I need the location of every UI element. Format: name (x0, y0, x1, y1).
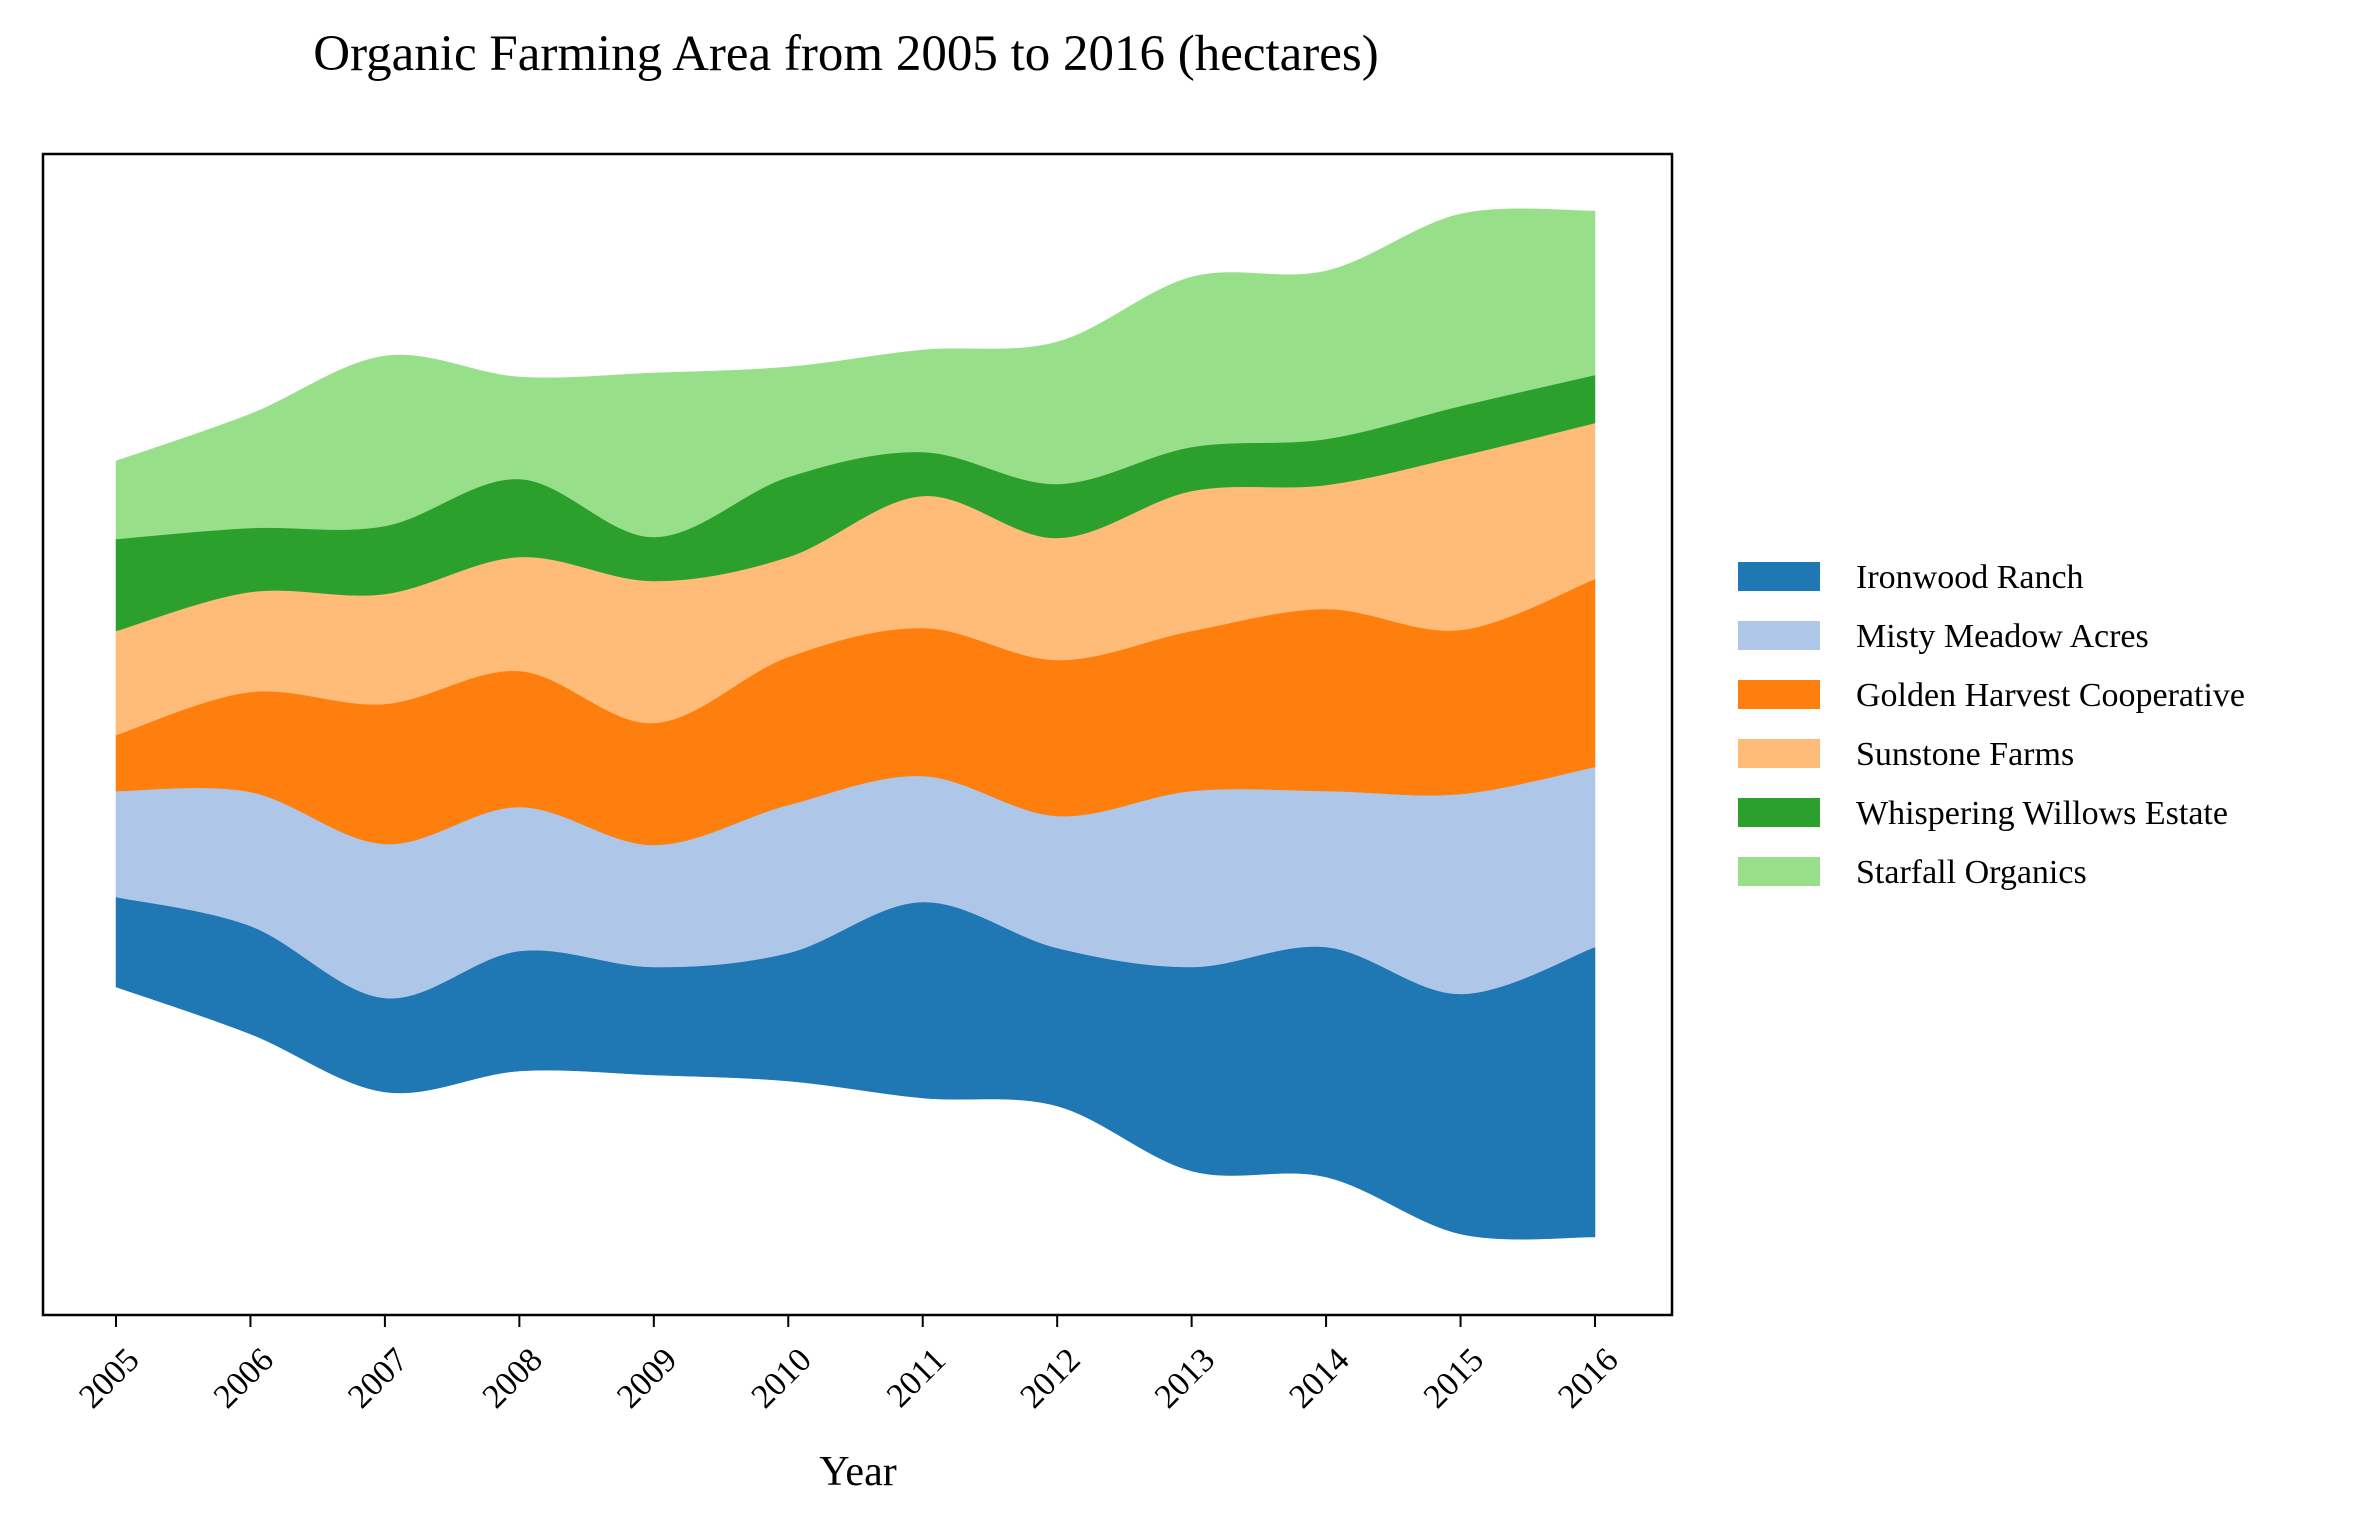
stream-area-starfall-organics (115, 208, 1596, 540)
x-tick-label: 2009 (610, 1341, 684, 1415)
x-axis-label: Year (819, 1449, 896, 1495)
x-tick-label: 2012 (1013, 1341, 1087, 1415)
stream-areas (115, 208, 1596, 1240)
x-tick-label: 2007 (341, 1341, 415, 1415)
legend-label: Golden Harvest Cooperative (1856, 677, 2245, 714)
legend-swatch (1738, 857, 1820, 886)
legend-swatch (1738, 798, 1820, 827)
legend-label: Sunstone Farms (1856, 736, 2074, 773)
legend-label: Misty Meadow Acres (1856, 618, 2149, 655)
legend-label: Ironwood Ranch (1856, 559, 2084, 596)
x-tick-label: 2005 (72, 1341, 146, 1415)
x-tick-label: 2015 (1417, 1341, 1491, 1415)
legend-label: Starfall Organics (1856, 854, 2087, 891)
legend-label: Whispering Willows Estate (1856, 795, 2228, 832)
legend-swatch (1738, 739, 1820, 768)
x-tick-label: 2008 (476, 1341, 550, 1415)
x-tick-label: 2014 (1282, 1341, 1356, 1415)
x-axis: 2005 2006 2007 2008 2009 2010 2011 2012 2013 2014… (72, 1315, 1625, 1416)
plot-frame (41, 152, 1674, 1317)
x-tick-label: 2013 (1148, 1341, 1222, 1415)
x-tick-label: 2011 (880, 1341, 953, 1414)
x-tick-label: 2006 (207, 1341, 281, 1415)
legend-swatch (1738, 562, 1820, 591)
chart-title: Organic Farming Area from 2005 to 2016 (… (313, 26, 1379, 82)
legend-swatch (1738, 680, 1820, 709)
legend: Ironwood Ranch Misty Meadow Acres Golden H… (1738, 559, 2245, 891)
x-tick-label: 2010 (745, 1341, 819, 1415)
x-tick-label: 2016 (1551, 1341, 1625, 1415)
legend-swatch (1738, 621, 1820, 650)
